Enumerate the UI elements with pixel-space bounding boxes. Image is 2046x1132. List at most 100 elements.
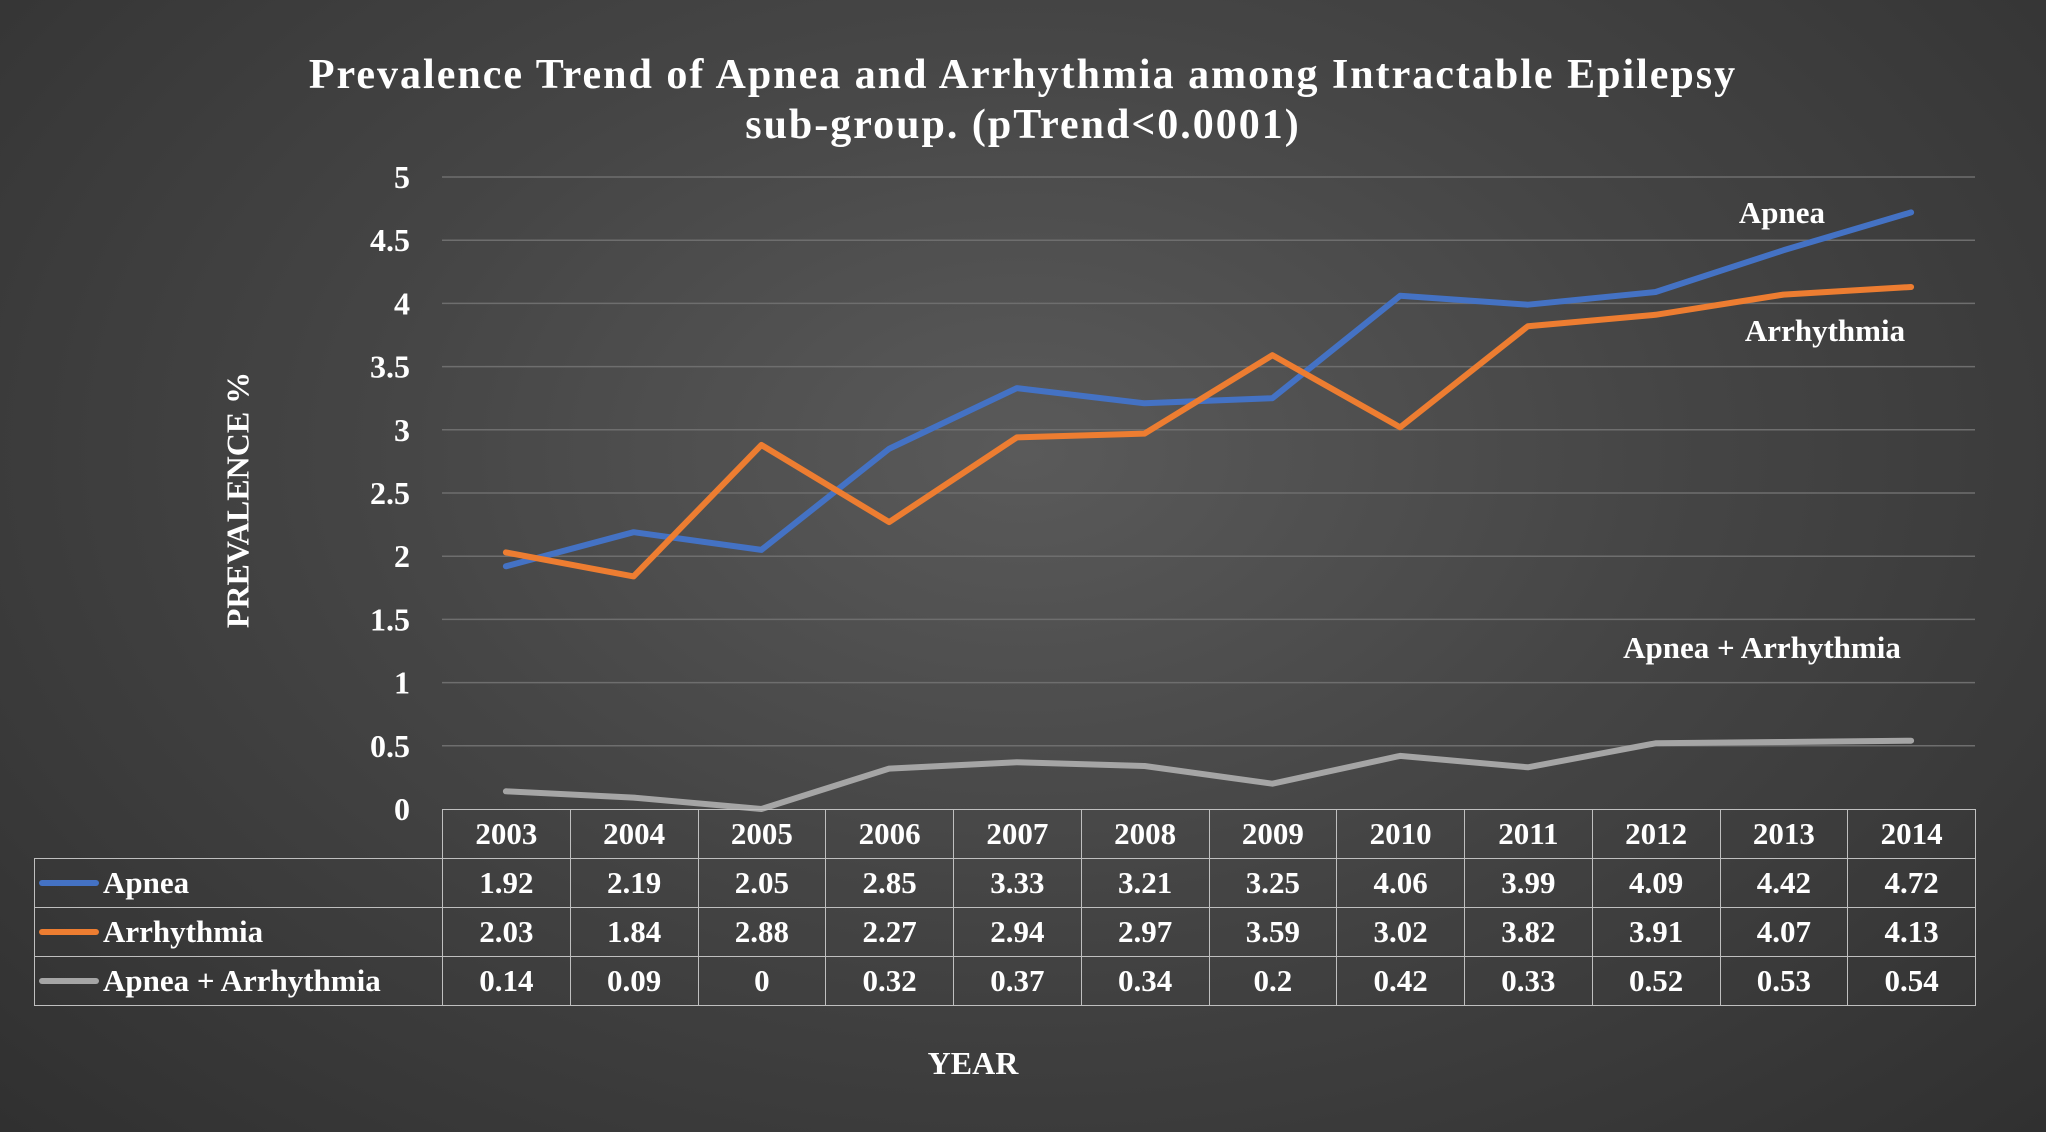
data-label: 4.07: [1719, 907, 1849, 957]
x-tick-label: 2004: [569, 809, 699, 859]
series-lines: [502, 209, 1915, 812]
x-tick-label: 2008: [1080, 809, 1210, 859]
table-row: Arrhythmia 2.03 1.84 2.88 2.27 2.94 2.97 3.59 3.…: [34, 907, 1976, 957]
data-point-apnea-arrhythmia: [1142, 763, 1148, 769]
data-point-arrhythmia: [631, 573, 637, 579]
series-annotation-apnea-arrhythmia: Apnea + Arrhythmia: [1623, 630, 1901, 665]
data-point-apnea: [1397, 293, 1403, 299]
x-tick-label: 2014: [1847, 809, 1976, 859]
data-point-apnea-arrhythmia: [1397, 753, 1403, 759]
data-point-apnea: [1014, 385, 1020, 391]
data-point-arrhythmia: [503, 549, 509, 555]
y-tick-labels: 00.511.522.533.544.55: [370, 159, 410, 827]
data-label: 2.85: [825, 858, 954, 908]
data-point-apnea: [886, 446, 892, 452]
data-label: 2.88: [697, 907, 827, 957]
data-label: 0.54: [1847, 956, 1976, 1006]
series-line-arrhythmia: [502, 284, 1915, 580]
legend-key-icon: [39, 977, 99, 984]
legend-label: Arrhythmia: [103, 914, 264, 949]
x-tick-label: 2009: [1208, 809, 1338, 859]
y-tick-label: 1.5: [370, 601, 410, 637]
data-point-apnea: [1142, 400, 1148, 406]
data-label: 2.94: [953, 907, 1082, 957]
data-point-arrhythmia: [886, 519, 892, 525]
y-tick-label: 3: [394, 412, 410, 448]
data-point-apnea-arrhythmia: [1908, 738, 1914, 744]
y-tick-label: 0.5: [370, 728, 410, 764]
y-tick-label: 4.5: [370, 222, 410, 258]
x-tick-label: 2006: [825, 809, 954, 859]
gridlines: [442, 176, 1975, 747]
data-label: 3.21: [1080, 858, 1210, 908]
data-label: 3.91: [1591, 907, 1721, 957]
data-point-arrhythmia: [1397, 424, 1403, 430]
x-tick-label: 2010: [1336, 809, 1465, 859]
data-point-apnea: [1908, 209, 1914, 215]
series-line-apnea: [502, 209, 1915, 570]
legend-entry-apnea: Apnea: [34, 858, 443, 908]
data-point-apnea-arrhythmia: [503, 788, 509, 794]
data-label: 0.53: [1719, 956, 1849, 1006]
legend-label: Apnea: [103, 865, 190, 900]
data-label: 3.59: [1208, 907, 1338, 957]
data-label: 2.19: [569, 858, 699, 908]
y-tick-label: 2: [394, 538, 410, 574]
data-point-apnea: [1525, 302, 1531, 308]
x-tick-label: 2011: [1464, 809, 1593, 859]
data-point-arrhythmia: [1269, 352, 1275, 358]
chart-title: Prevalence Trend of Apnea and Arrhythmia…: [308, 52, 1738, 148]
data-point-apnea: [1269, 395, 1275, 401]
data-point-apnea-arrhythmia: [1653, 740, 1659, 746]
x-axis-label: YEAR: [927, 1045, 1019, 1081]
table-header-row: 2003 2004 2005 2006 2007 2008 2009 2010 2011 2012…: [34, 809, 1976, 859]
data-point-apnea-arrhythmia: [1014, 759, 1020, 765]
data-point-arrhythmia: [1653, 312, 1659, 318]
data-table: 2003 2004 2005 2006 2007 2008 2009 2010 2011 2012…: [34, 809, 1976, 1006]
y-tick-label: 1: [394, 665, 410, 701]
data-point-arrhythmia: [1908, 284, 1914, 290]
data-label: 4.06: [1336, 858, 1465, 908]
data-label: 0.32: [825, 956, 954, 1006]
table-row: Apnea + Arrhythmia 0.14 0.09 0 0.32 0.37 0.34 0…: [34, 956, 1976, 1006]
data-point-apnea: [1780, 247, 1786, 253]
x-tick-label: 2012: [1591, 809, 1721, 859]
legend-label: Apnea + Arrhythmia: [103, 963, 381, 998]
data-point-apnea: [758, 547, 764, 553]
data-label: 4.42: [1719, 858, 1849, 908]
y-tick-label: 4: [394, 285, 410, 321]
data-label: 2.05: [697, 858, 827, 908]
data-label: 0: [697, 956, 827, 1006]
legend-key-icon: [39, 879, 99, 886]
data-label: 4.72: [1847, 858, 1976, 908]
table-row: Apnea 1.92 2.19 2.05 2.85 3.33 3.21 3.25 4.06 3.9…: [34, 858, 1976, 908]
y-tick-label: 3.5: [370, 349, 410, 385]
data-point-apnea-arrhythmia: [1780, 739, 1786, 745]
x-tick-label: 2003: [442, 809, 571, 859]
data-label: 0.37: [953, 956, 1082, 1006]
x-tick-label: 2007: [953, 809, 1082, 859]
data-point-arrhythmia: [758, 442, 764, 448]
y-tick-label: 5: [394, 159, 410, 195]
legend-entry-arrhythmia: Arrhythmia: [34, 907, 443, 957]
series-annotation-apnea: Apnea: [1739, 195, 1826, 230]
data-label: 0.14: [442, 956, 571, 1006]
data-point-arrhythmia: [1780, 292, 1786, 298]
data-label: 1.84: [569, 907, 699, 957]
legend-entry-apnea-arrhythmia: Apnea + Arrhythmia: [34, 956, 443, 1006]
data-label: 3.25: [1208, 858, 1338, 908]
series-annotation-arrhythmia: Arrhythmia: [1745, 313, 1906, 348]
y-tick-label: 2.5: [370, 475, 410, 511]
data-label: 3.02: [1336, 907, 1465, 957]
legend-key-icon: [39, 928, 99, 935]
data-label: 2.03: [442, 907, 571, 957]
data-point-apnea: [503, 563, 509, 569]
data-point-apnea-arrhythmia: [886, 766, 892, 772]
data-label: 0.2: [1208, 956, 1338, 1006]
data-point-arrhythmia: [1142, 431, 1148, 437]
data-point-apnea-arrhythmia: [631, 795, 637, 801]
data-point-arrhythmia: [1014, 434, 1020, 440]
data-point-apnea: [1653, 289, 1659, 295]
data-label: 3.99: [1464, 858, 1593, 908]
